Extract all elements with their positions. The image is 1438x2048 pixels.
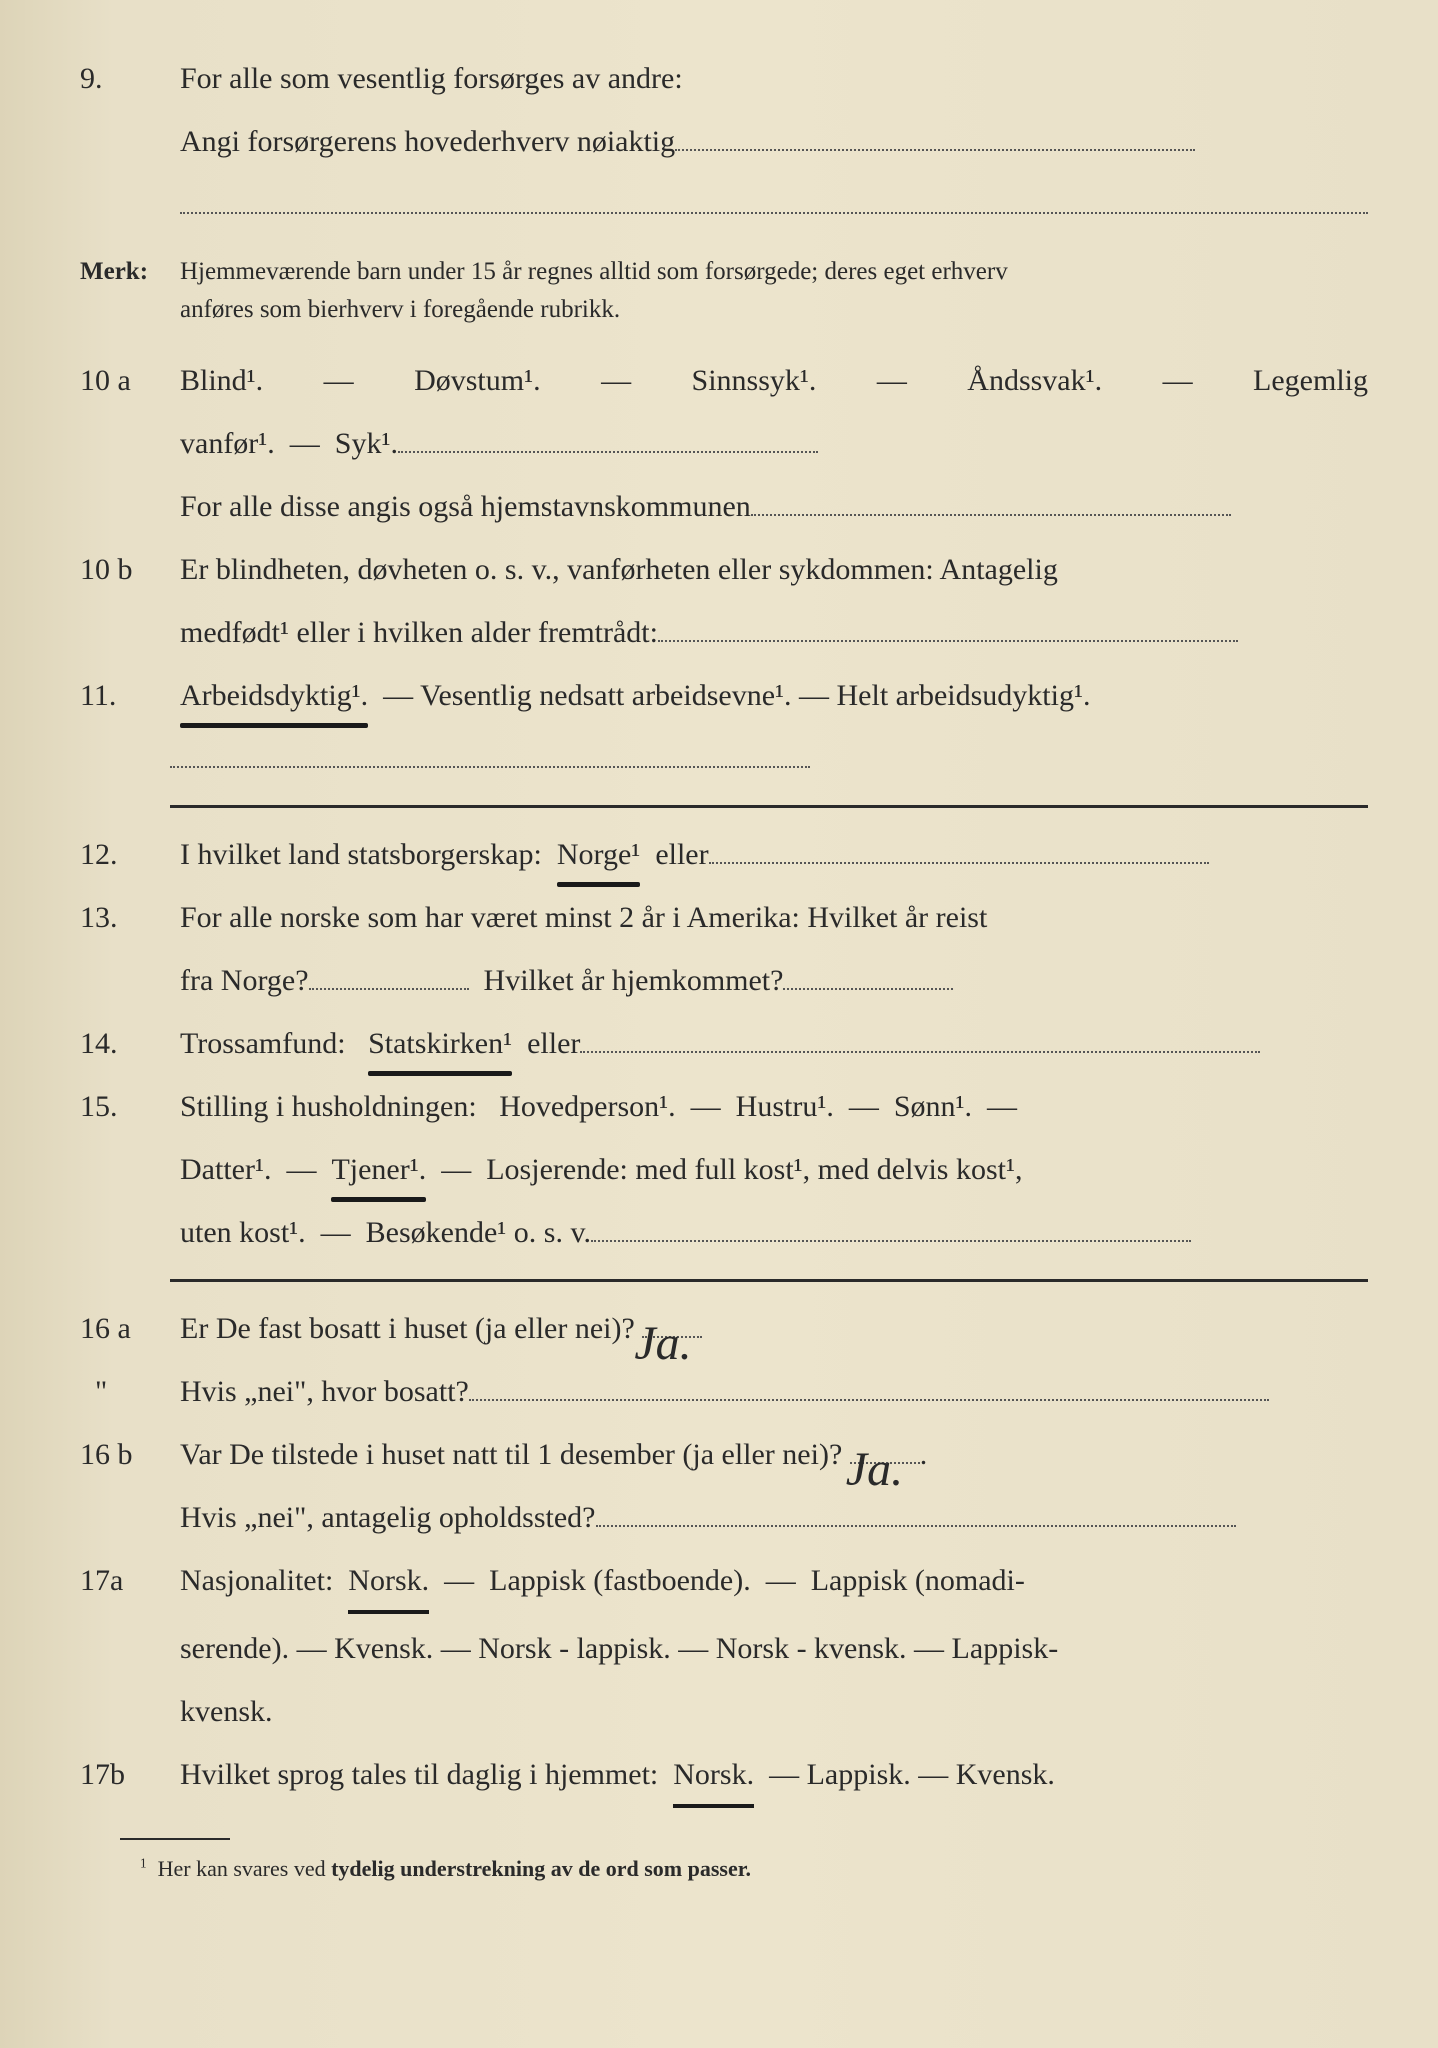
q10a-opt3: Åndssvak¹. xyxy=(967,352,1102,409)
q11-num: 11. xyxy=(80,667,180,724)
q17b-row: 17b Hvilket sprog tales til daglig i hje… xyxy=(80,1746,1368,1808)
q15-num: 15. xyxy=(80,1078,180,1135)
q17b-text: Hvilket sprog tales til daglig i hjemmet… xyxy=(180,1758,658,1791)
footnote-text2: tydelig understrekning av de ord som pas… xyxy=(331,1856,751,1881)
q13-row2: fra Norge? Hvilket år hjemkommet? xyxy=(80,952,1368,1009)
q14-after: eller xyxy=(527,1027,580,1060)
q15-opt-hoved: Hovedperson¹. xyxy=(499,1090,675,1123)
q13-row1: 13. For alle norske som har været minst … xyxy=(80,889,1368,946)
q17b-num: 17b xyxy=(80,1746,180,1803)
q15-opt-sonn: Sønn¹. xyxy=(894,1090,972,1123)
q9-text2: Angi forsørgerens hovederhverv nøiaktig xyxy=(180,125,675,158)
q10b-row1: 10 b Er blindheten, døvheten o. s. v., v… xyxy=(80,541,1368,598)
q9-blank xyxy=(675,149,1195,151)
q12-after: eller xyxy=(655,838,708,871)
q15-opt-hustru: Hustru¹. xyxy=(736,1090,834,1123)
q10a-opt1: Døvstum¹. xyxy=(414,352,541,409)
q14-row: 14. Trossamfund: Statskirken¹ eller xyxy=(80,1015,1368,1072)
q16b-line2: Hvis „nei", antagelig opholdssted? xyxy=(180,1501,596,1534)
merk-row: Merk: Hjemmeværende barn under 15 år reg… xyxy=(80,253,1368,328)
q9-num: 9. xyxy=(80,50,180,107)
q10a-row2: vanfør¹. — Syk¹. xyxy=(80,415,1368,472)
q11-opt3: Helt arbeidsudyktig¹. xyxy=(837,679,1091,712)
q17a-line3: kvensk. xyxy=(180,1683,1368,1740)
q10a-row1: 10 a Blind¹. — Døvstum¹. — Sinnssyk¹. — … xyxy=(80,352,1368,409)
q12-row: 12. I hvilket land statsborgerskap: Norg… xyxy=(80,826,1368,883)
q11-opt2: Vesentlig nedsatt arbeidsevne¹. xyxy=(420,679,791,712)
q16a-row2: " Hvis „nei", hvor bosatt? xyxy=(80,1363,1368,1420)
q17b-answer: Norsk. xyxy=(673,1746,754,1808)
q17a-row1: 17a Nasjonalitet: Norsk. — Lappisk (fast… xyxy=(80,1552,1368,1614)
q16a-answer: Ja. xyxy=(634,1298,691,1389)
q15-answer-tjener: Tjener¹. xyxy=(331,1141,426,1198)
q14-label: Trossamfund: xyxy=(180,1027,346,1060)
q16a-num: 16 a xyxy=(80,1300,180,1357)
q10a-syk: Syk¹. xyxy=(335,427,398,460)
q16b-num: 16 b xyxy=(80,1426,180,1483)
q13-text2b: Hvilket år hjemkommet? xyxy=(484,964,784,997)
q14-answer: Statskirken¹ xyxy=(368,1015,512,1072)
q16b-row1: 16 b Var De tilstede i huset natt til 1 … xyxy=(80,1426,1368,1483)
q10b-text1: Er blindheten, døvheten o. s. v., vanfør… xyxy=(180,541,1368,598)
q11-row: 11. Arbeidsdyktig¹. — Vesentlig nedsatt … xyxy=(80,667,1368,724)
q17a-rest2: Lappisk (nomadi- xyxy=(811,1564,1025,1597)
q15-row2: Datter¹. — Tjener¹. — Losjerende: med fu… xyxy=(80,1141,1368,1198)
merk-text1: Hjemmeværende barn under 15 år regnes al… xyxy=(180,258,1008,285)
q15-datter: Datter¹. xyxy=(180,1153,271,1186)
q17a-num: 17a xyxy=(80,1552,180,1609)
q16a-row1: 16 a Er De fast bosatt i huset (ja eller… xyxy=(80,1300,1368,1357)
q10b-num: 10 b xyxy=(80,541,180,598)
q17a-answer: Norsk. xyxy=(348,1552,429,1614)
footnote-rule xyxy=(120,1838,230,1840)
footnote-num: 1 xyxy=(140,1856,147,1871)
q17a-row2: serende). — Kvensk. — Norsk - lappisk. —… xyxy=(80,1620,1368,1677)
q17a-row3: kvensk. xyxy=(80,1683,1368,1740)
q12-num: 12. xyxy=(80,826,180,883)
q10b-row2: medfødt¹ eller i hvilken alder fremtrådt… xyxy=(80,604,1368,661)
divider-2 xyxy=(170,1279,1368,1282)
q17a-rest1: Lappisk (fastboende). xyxy=(489,1564,751,1597)
q15-label: Stilling i husholdningen: xyxy=(180,1090,477,1123)
q9-row2: Angi forsørgerens hovederhverv nøiaktig xyxy=(80,113,1368,170)
census-form-page: 9. For alle som vesentlig forsørges av a… xyxy=(0,0,1438,2048)
q12-text: I hvilket land statsborgerskap: xyxy=(180,838,542,871)
q13-text1: For alle norske som har været minst 2 år… xyxy=(180,889,1368,946)
q16b-text: Var De tilstede i huset natt til 1 desem… xyxy=(180,1438,842,1471)
q13-text2a: fra Norge? xyxy=(180,964,309,997)
q9-row1: 9. For alle som vesentlig forsørges av a… xyxy=(80,50,1368,107)
q17b-rest: — Lappisk. — Kvensk. xyxy=(769,1758,1055,1791)
q9-blank2 xyxy=(180,212,1368,214)
q10a-vanfor: vanfør¹. xyxy=(180,427,275,460)
q15-row1: 15. Stilling i husholdningen: Hovedperso… xyxy=(80,1078,1368,1135)
q17a-label: Nasjonalitet: xyxy=(180,1564,333,1597)
q15-besokende: Besøkende¹ o. s. v. xyxy=(366,1216,591,1249)
q13-num: 13. xyxy=(80,889,180,946)
q10b-text2: medfødt¹ eller i hvilken alder fremtrådt… xyxy=(180,616,658,649)
q16b-answer: Ja. xyxy=(846,1424,903,1515)
q9-text1: For alle som vesentlig forsørges av andr… xyxy=(180,50,1368,107)
q10a-opt4: Legemlig xyxy=(1253,352,1368,409)
q10a-hjemstavn: For alle disse angis også hjemstavnskomm… xyxy=(180,490,751,523)
q16b-row2: Hvis „nei", antagelig opholdssted? xyxy=(80,1489,1368,1546)
merk-label: Merk: xyxy=(80,253,180,291)
q10a-opt2: Sinnssyk¹. xyxy=(692,352,817,409)
q10a-num: 10 a xyxy=(80,352,180,409)
q17a-line2: serende). — Kvensk. — Norsk - lappisk. —… xyxy=(180,1620,1368,1677)
footnote: 1 Her kan svares ved tydelig understrekn… xyxy=(140,1848,1368,1890)
q16a-line2: Hvis „nei", hvor bosatt? xyxy=(180,1375,469,1408)
q15-row3: uten kost¹. — Besøkende¹ o. s. v. xyxy=(80,1204,1368,1261)
q10a-opt0: Blind¹. xyxy=(180,352,263,409)
q11-answer: Arbeidsdyktig¹. xyxy=(180,667,368,724)
q10a-row3: For alle disse angis også hjemstavnskomm… xyxy=(80,478,1368,535)
q9-row3 xyxy=(80,176,1368,233)
q15-utenkost: uten kost¹. xyxy=(180,1216,306,1249)
q12-answer: Norge¹ xyxy=(557,826,640,883)
q14-num: 14. xyxy=(80,1015,180,1072)
merk-text2: anføres som bierhverv i foregående rubri… xyxy=(180,296,620,323)
footnote-text1: Her kan svares ved xyxy=(158,1856,332,1881)
q16a-text: Er De fast bosatt i huset (ja eller nei)… xyxy=(180,1312,635,1345)
divider-1 xyxy=(170,805,1368,808)
q15-losjerende: Losjerende: med full kost¹, med delvis k… xyxy=(486,1153,1022,1186)
